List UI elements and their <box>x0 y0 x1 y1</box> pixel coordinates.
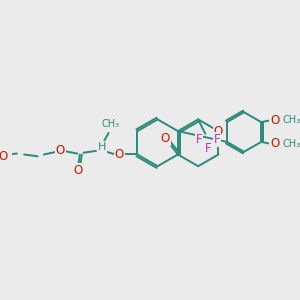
Text: O: O <box>0 150 7 163</box>
Text: O: O <box>214 124 223 138</box>
Text: CH₃: CH₃ <box>101 119 119 129</box>
Text: F: F <box>214 133 220 146</box>
Text: O: O <box>74 164 83 177</box>
Text: F: F <box>196 133 202 146</box>
Text: CH₃: CH₃ <box>283 139 300 149</box>
Text: O: O <box>270 137 279 150</box>
Text: O: O <box>115 148 124 161</box>
Text: CH₃: CH₃ <box>283 115 300 125</box>
Text: O: O <box>56 144 65 158</box>
Text: O: O <box>161 132 170 145</box>
Text: F: F <box>205 142 212 155</box>
Text: H: H <box>98 142 106 152</box>
Text: O: O <box>270 114 279 127</box>
